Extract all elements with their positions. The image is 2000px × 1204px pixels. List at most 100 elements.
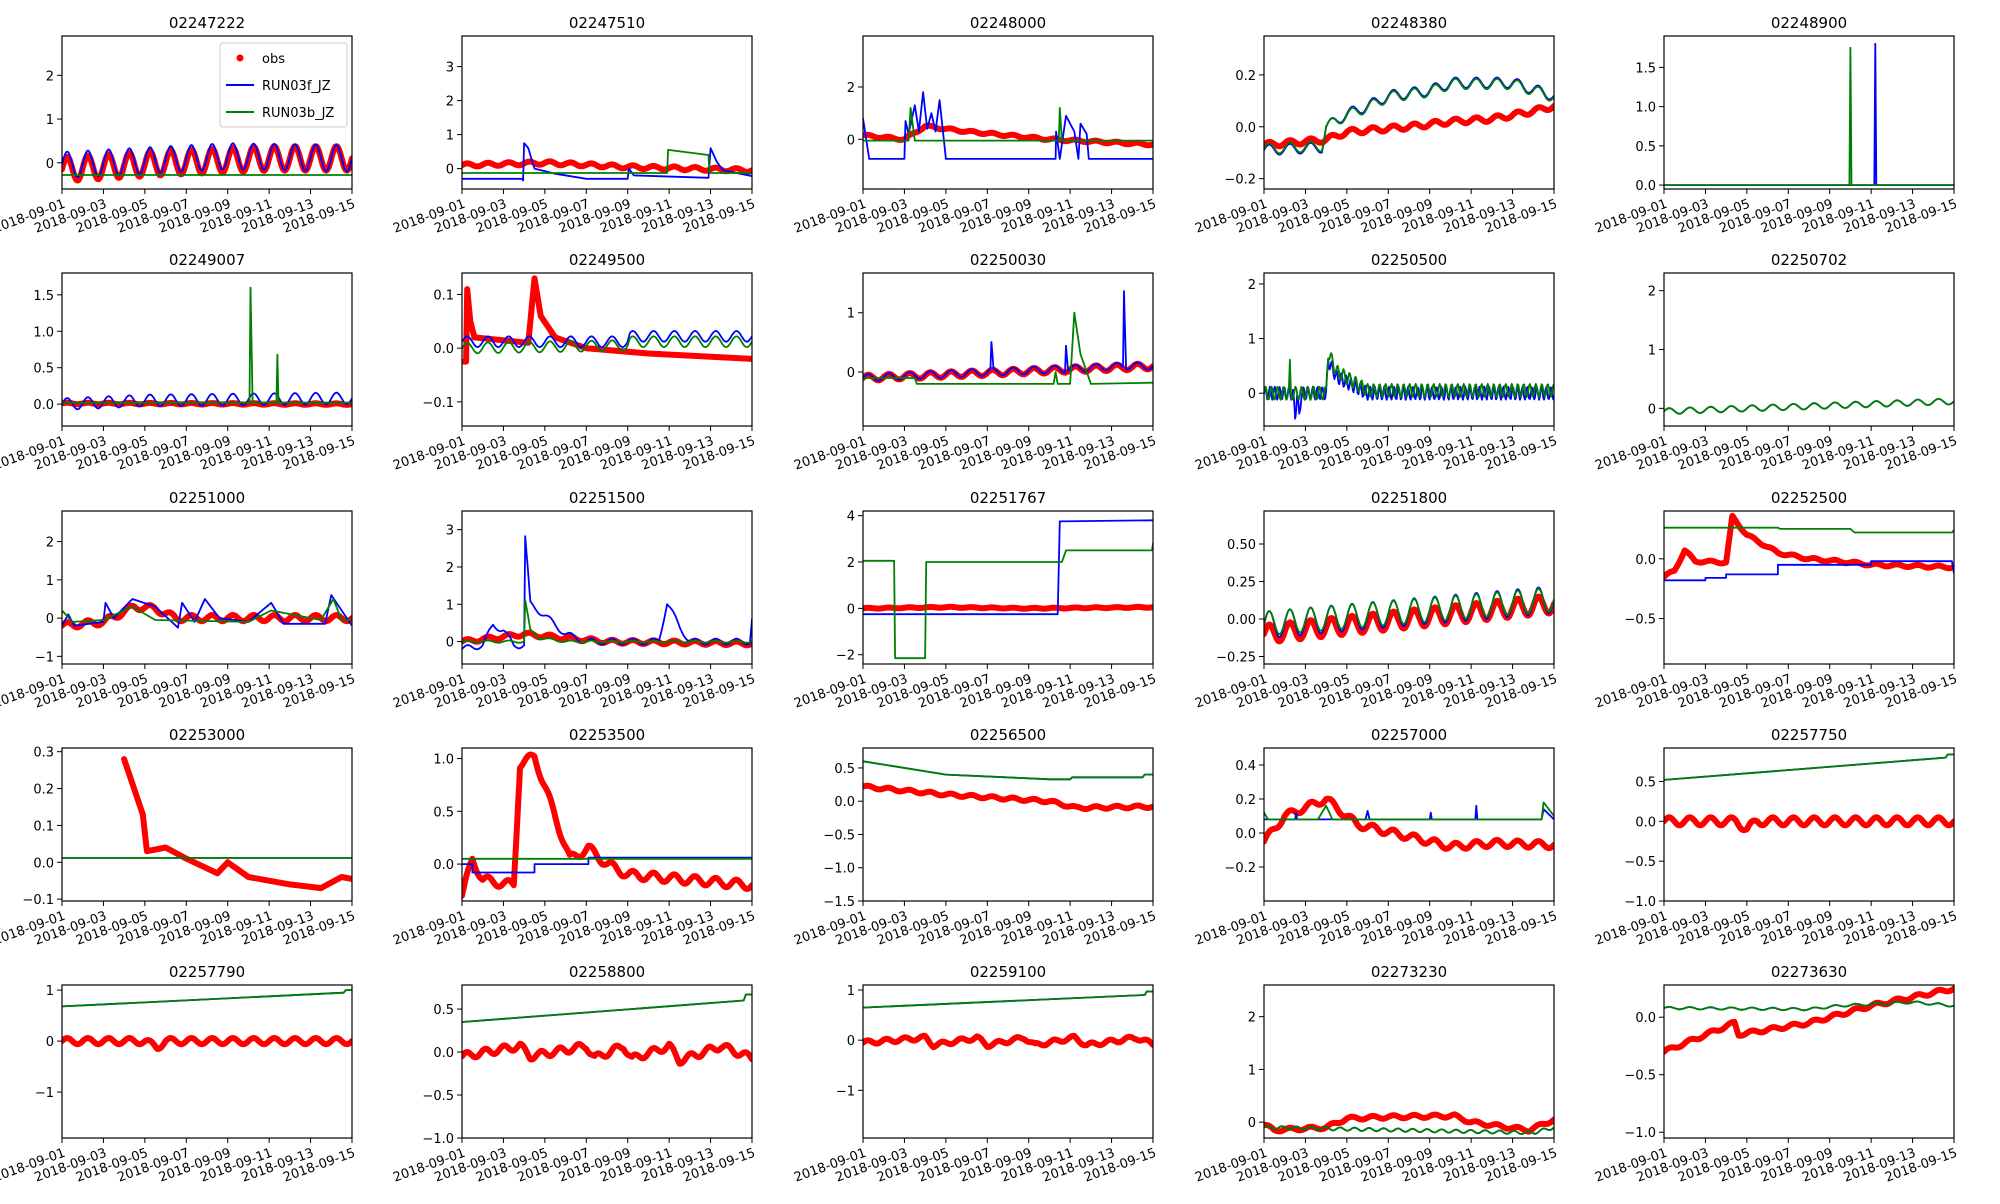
subplot-title: 02259100 <box>970 963 1046 981</box>
axes-frame <box>862 35 1154 190</box>
subplot-02256500: 02256500−1.5−1.0−0.50.00.52018-09-012018… <box>792 726 1158 949</box>
axes-frame <box>1263 984 1555 1139</box>
run03b-series <box>1264 1125 1554 1135</box>
subplot-02248900: 022489000.00.51.01.52018-09-012018-09-03… <box>1593 14 1959 237</box>
run03b-series <box>863 311 1153 385</box>
run03b-series <box>863 990 1153 1009</box>
y-tick-label: 0.0 <box>1635 179 1656 194</box>
y-tick-label: 0.0 <box>1635 553 1656 568</box>
y-tick-label: 1 <box>1248 1063 1256 1078</box>
plot-area <box>1664 398 1954 415</box>
plot-area <box>1664 753 1954 834</box>
run03b-series <box>1264 587 1554 636</box>
y-tick-label: 0.2 <box>1235 69 1256 84</box>
run03f-series <box>462 535 752 651</box>
y-tick-label: 0 <box>46 157 54 172</box>
plot-area <box>1664 512 1954 582</box>
run03b-series <box>462 993 752 1023</box>
subplot-02251800: 02251800−0.250.000.250.502018-09-012018-… <box>1193 489 1559 712</box>
obs-series <box>863 122 1153 149</box>
plot-area <box>863 91 1153 160</box>
obs-series <box>1664 512 1954 580</box>
axes-frame <box>862 272 1154 427</box>
subplot-title: 02250702 <box>1771 251 1847 269</box>
run03f-series <box>62 391 352 411</box>
y-tick-label: 0.0 <box>1235 121 1256 136</box>
axes-frame <box>1663 984 1955 1139</box>
obs-series <box>1664 985 1954 1055</box>
subplot-title: 02253000 <box>169 726 245 744</box>
plot-area <box>863 519 1153 660</box>
y-tick-label: 2 <box>1248 1011 1256 1026</box>
y-tick-label: 0.0 <box>33 398 54 413</box>
y-tick-label: 0 <box>847 366 855 381</box>
y-tick-label: −1.0 <box>1624 1126 1656 1141</box>
y-tick-label: 2 <box>1248 278 1256 293</box>
y-tick-label: 0 <box>847 133 855 148</box>
subplot-02257000: 02257000−0.20.00.20.42018-09-012018-09-0… <box>1193 726 1559 949</box>
y-tick-label: 0 <box>847 1034 855 1049</box>
axes-frame <box>461 35 753 190</box>
run03f-series <box>863 91 1153 160</box>
y-tick-label: −0.5 <box>823 828 855 843</box>
y-tick-label: −1 <box>35 650 54 665</box>
subplot-02252500: 02252500−0.50.02018-09-012018-09-032018-… <box>1593 489 1959 712</box>
obs-series <box>462 158 752 175</box>
obs-series <box>863 782 1153 812</box>
y-tick-label: 2 <box>446 561 454 576</box>
run03b-series <box>1664 753 1954 781</box>
axes-frame <box>61 272 353 427</box>
axes-frame <box>1663 510 1955 665</box>
run03f-series <box>1664 42 1954 186</box>
plot-area <box>462 275 752 365</box>
axes-frame <box>1663 35 1955 190</box>
axes-frame <box>862 747 1154 902</box>
y-tick-label: −1 <box>836 1084 855 1099</box>
plot-area <box>1664 985 1954 1055</box>
plot-area <box>863 760 1153 812</box>
y-tick-label: 1.5 <box>1635 61 1656 76</box>
y-tick-label: −0.5 <box>1624 1069 1656 1084</box>
y-tick-label: 0 <box>1248 387 1256 402</box>
plot-area <box>62 142 352 184</box>
y-tick-label: 0.1 <box>433 288 454 303</box>
y-tick-label: 1.5 <box>33 289 54 304</box>
y-tick-label: −0.5 <box>1624 613 1656 628</box>
subplot-02251500: 0225150001232018-09-012018-09-032018-09-… <box>391 489 757 712</box>
y-tick-label: 0.50 <box>1227 538 1256 553</box>
subplot-title: 02251800 <box>1371 489 1447 507</box>
subplot-title: 02257750 <box>1771 726 1847 744</box>
plot-area <box>863 290 1153 385</box>
y-tick-label: 0 <box>1248 1116 1256 1131</box>
subplot-02249007: 022490070.00.51.01.52018-09-012018-09-03… <box>0 251 357 474</box>
axes-frame <box>461 747 753 902</box>
subplot-title: 02251767 <box>970 489 1046 507</box>
run03f-series <box>863 519 1153 616</box>
subplot-title: 02247510 <box>569 14 645 32</box>
axes-frame <box>461 272 753 427</box>
legend-label: RUN03f_JZ <box>262 79 331 94</box>
subplot-02250702: 022507020122018-09-012018-09-032018-09-0… <box>1593 251 1959 474</box>
plot-area <box>1264 76 1554 156</box>
plot-area <box>1264 586 1554 645</box>
run03b-series <box>1264 801 1554 821</box>
subplot-title: 02248900 <box>1771 14 1847 32</box>
axes-frame <box>1263 747 1555 902</box>
y-tick-label: 0.0 <box>1635 1011 1656 1026</box>
y-tick-label: −1.0 <box>1624 895 1656 910</box>
y-tick-label: −0.2 <box>1224 173 1256 188</box>
subplot-title: 02247222 <box>169 14 245 32</box>
subplot-02273230: 022732300122018-09-012018-09-032018-09-0… <box>1193 963 1559 1186</box>
obs-series <box>1264 103 1554 150</box>
y-tick-label: 3 <box>446 61 454 76</box>
y-tick-label: 1 <box>847 984 855 999</box>
obs-series <box>1264 593 1554 645</box>
axes-frame <box>1663 272 1955 427</box>
y-tick-label: 0.0 <box>433 342 454 357</box>
subplot-02253000: 02253000−0.10.00.10.20.32018-09-012018-0… <box>0 726 357 949</box>
y-tick-label: 1 <box>46 984 54 999</box>
y-tick-label: 2 <box>1648 285 1656 300</box>
run03b-series <box>462 149 752 174</box>
run03f-series <box>62 594 352 629</box>
